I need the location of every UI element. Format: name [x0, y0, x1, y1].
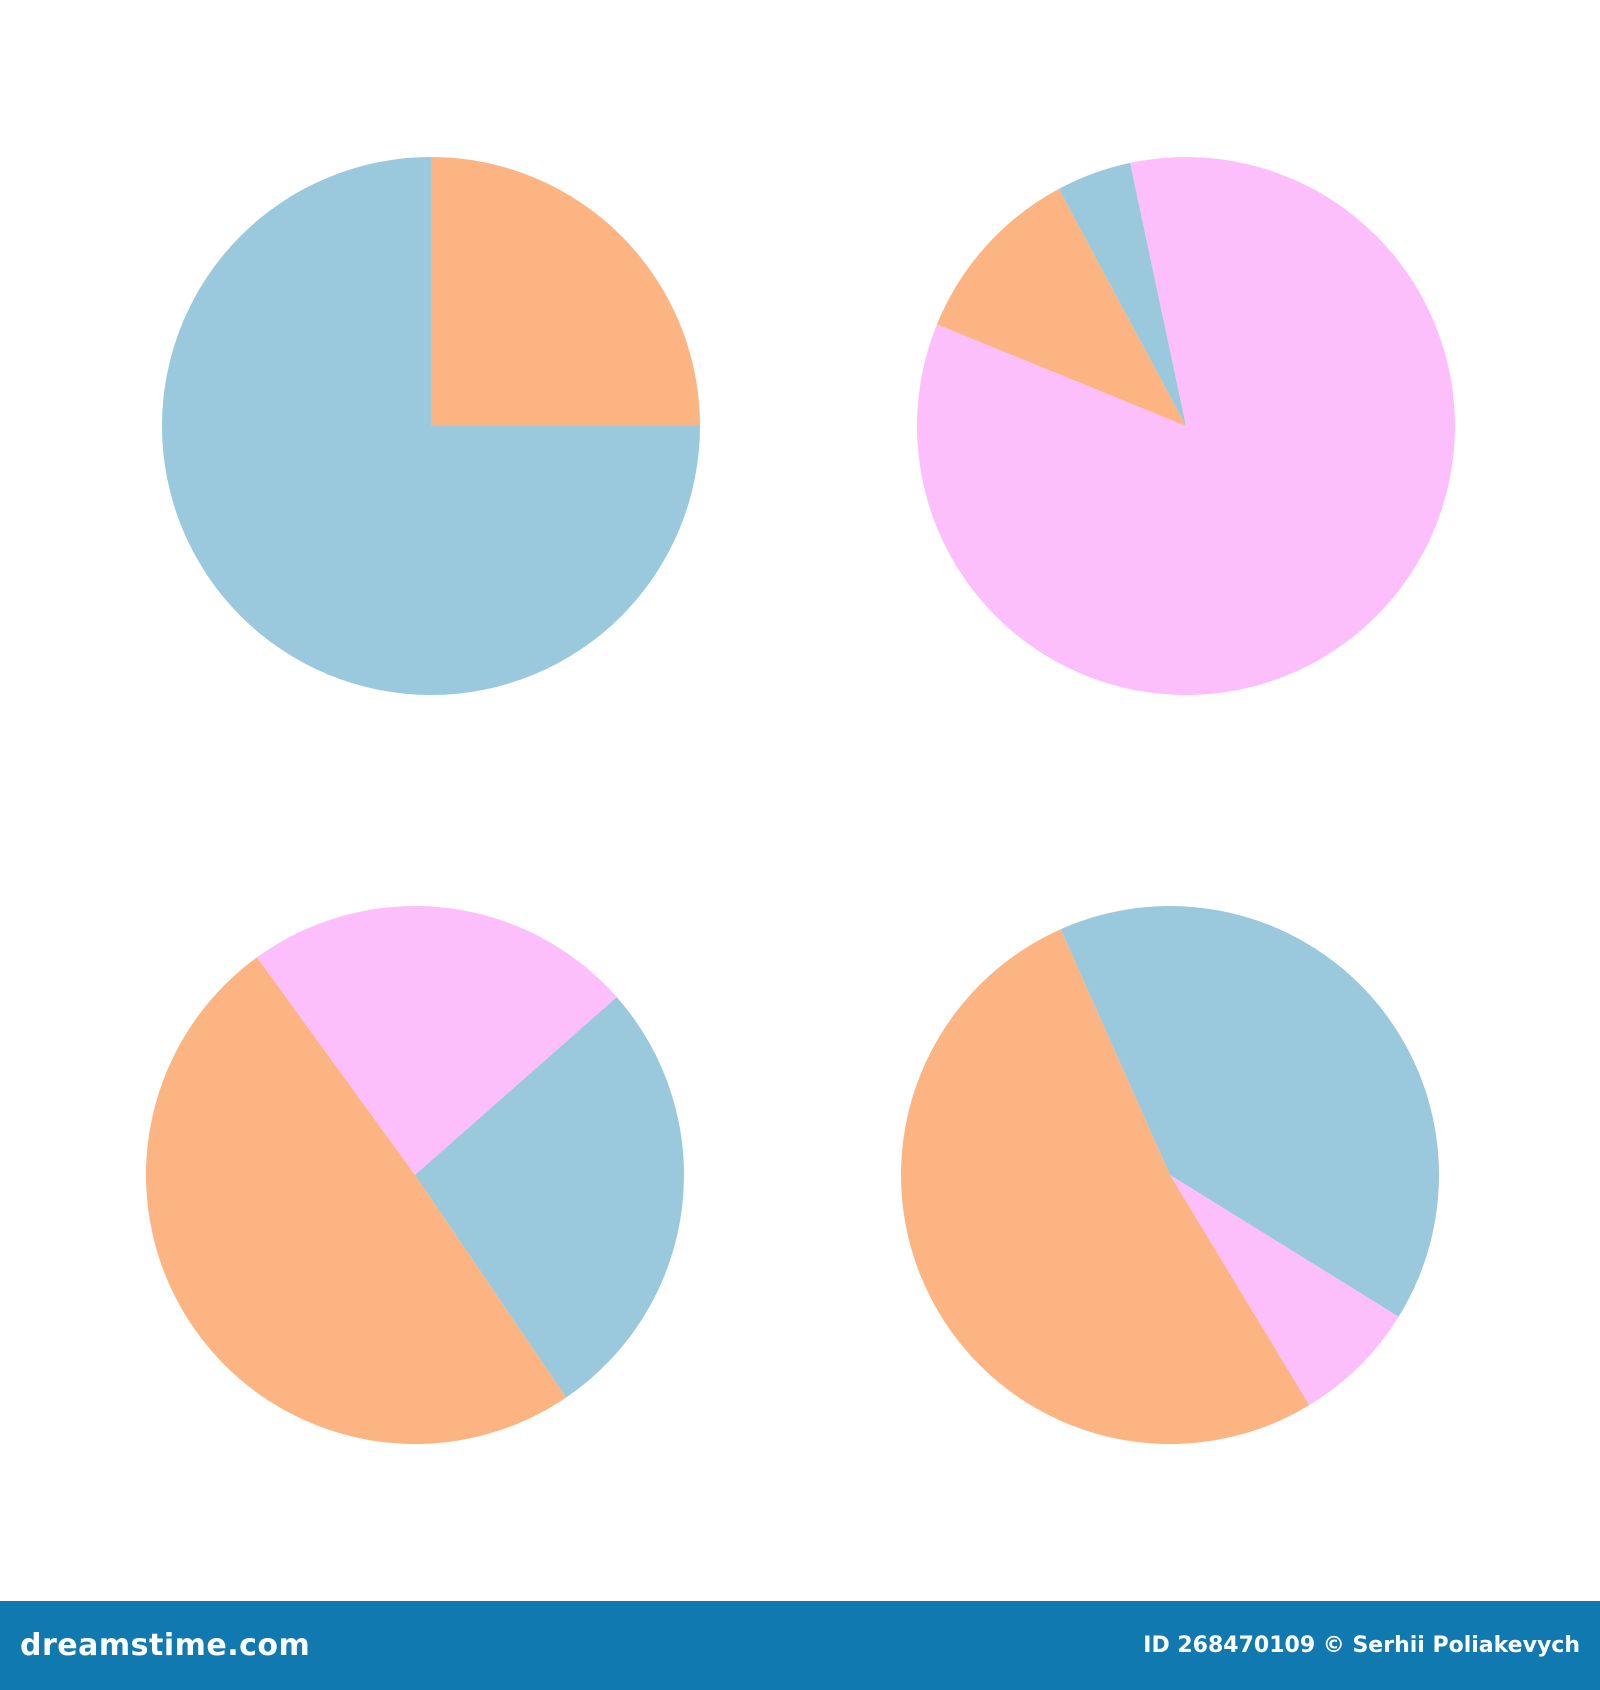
brand-logo-text: dreamstime.com [20, 1628, 311, 1663]
pie-chart-top-left [162, 157, 700, 695]
pie-slice [256, 906, 617, 1175]
pie-slice [1060, 905, 1439, 1317]
pie-slice [146, 957, 567, 1444]
pie-slice [936, 188, 1186, 426]
image-credit: ID 268470109 © Serhii Poliakevych [1143, 1633, 1580, 1658]
pie-slice [1058, 162, 1186, 426]
pie-chart-top-right [916, 157, 1455, 696]
pie-slice [162, 157, 700, 695]
pie-charts [146, 157, 1455, 1445]
pie-slice [900, 929, 1310, 1445]
footer-bar: dreamstime.com ID 268470109 © Serhii Pol… [0, 1601, 1600, 1690]
pie-slice [431, 157, 700, 426]
pie-slice [916, 157, 1455, 696]
pie-chart-bottom-left [146, 906, 684, 1444]
pie-slice [415, 997, 684, 1398]
pie-chart-bottom-right [900, 905, 1439, 1445]
pie-slice [1170, 1175, 1399, 1406]
